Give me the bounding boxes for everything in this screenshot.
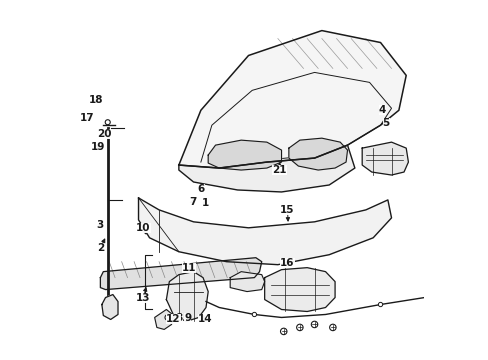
Text: 9: 9 [184, 313, 191, 323]
Text: 20: 20 [97, 129, 111, 139]
Text: 18: 18 [88, 95, 102, 105]
Text: 14: 14 [197, 314, 212, 324]
Text: 15: 15 [280, 206, 294, 216]
Text: 6: 6 [198, 184, 204, 194]
Polygon shape [288, 138, 347, 170]
Text: 5: 5 [382, 118, 389, 128]
Text: 17: 17 [80, 113, 95, 123]
Text: 11: 11 [182, 263, 196, 273]
Circle shape [329, 324, 335, 330]
Polygon shape [179, 31, 406, 168]
Text: 12: 12 [166, 314, 181, 324]
Polygon shape [138, 198, 391, 265]
Circle shape [252, 312, 256, 317]
Polygon shape [482, 212, 488, 248]
Polygon shape [154, 310, 173, 329]
Polygon shape [459, 265, 488, 307]
Polygon shape [362, 142, 407, 175]
Text: 4: 4 [378, 105, 386, 115]
Text: 10: 10 [136, 224, 150, 233]
Text: 7: 7 [188, 197, 196, 207]
Text: 21: 21 [272, 165, 286, 175]
Circle shape [280, 328, 286, 335]
Text: 19: 19 [91, 142, 105, 152]
Text: 1: 1 [201, 198, 208, 208]
Text: 3: 3 [97, 220, 104, 230]
Polygon shape [166, 272, 208, 321]
Circle shape [105, 120, 110, 125]
Circle shape [311, 321, 317, 328]
Circle shape [378, 302, 382, 307]
Text: 8: 8 [175, 313, 183, 323]
Circle shape [296, 324, 303, 330]
Polygon shape [179, 145, 354, 192]
Polygon shape [102, 294, 118, 319]
Polygon shape [230, 272, 264, 292]
Text: 2: 2 [97, 243, 104, 253]
Polygon shape [100, 258, 261, 289]
Text: 16: 16 [280, 258, 294, 268]
Circle shape [164, 315, 170, 320]
Polygon shape [264, 268, 334, 311]
Text: 13: 13 [136, 293, 150, 303]
Polygon shape [208, 140, 281, 170]
